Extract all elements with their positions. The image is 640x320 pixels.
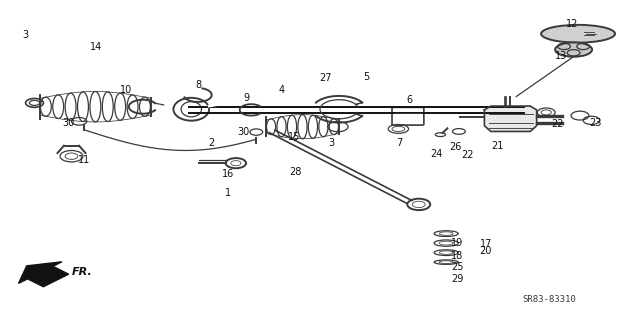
Text: 16: 16 <box>221 169 234 179</box>
Text: 22: 22 <box>461 150 474 160</box>
Text: 19: 19 <box>451 238 463 248</box>
Text: 3: 3 <box>328 138 335 148</box>
Text: 23: 23 <box>589 117 602 128</box>
Text: 22: 22 <box>551 118 563 129</box>
Text: 15: 15 <box>289 132 301 142</box>
Text: 14: 14 <box>90 42 102 52</box>
Text: 8: 8 <box>196 79 202 90</box>
Polygon shape <box>484 106 537 132</box>
Text: FR.: FR. <box>72 267 92 277</box>
Text: 11: 11 <box>78 155 90 165</box>
Text: 17: 17 <box>479 239 492 249</box>
Text: 1: 1 <box>225 188 230 198</box>
Text: 18: 18 <box>451 251 463 261</box>
Ellipse shape <box>541 25 615 43</box>
Text: 4: 4 <box>278 85 285 95</box>
Text: 10: 10 <box>120 85 132 95</box>
Text: 5: 5 <box>363 72 369 82</box>
Text: 20: 20 <box>479 246 492 256</box>
Text: 26: 26 <box>449 142 461 152</box>
Text: SR83-83310: SR83-83310 <box>523 295 577 304</box>
Text: 3: 3 <box>22 30 29 40</box>
Text: 28: 28 <box>289 167 302 177</box>
Text: 30: 30 <box>62 117 74 128</box>
Text: 6: 6 <box>406 95 412 105</box>
Text: 12: 12 <box>566 19 578 29</box>
Text: 9: 9 <box>244 93 250 103</box>
Text: 25: 25 <box>451 262 463 272</box>
Text: 2: 2 <box>209 138 215 148</box>
Text: 27: 27 <box>319 73 332 83</box>
Polygon shape <box>19 262 68 287</box>
Text: 7: 7 <box>397 138 403 148</box>
Text: 29: 29 <box>451 274 463 284</box>
Text: 13: 13 <box>555 51 567 61</box>
Text: 24: 24 <box>430 149 442 159</box>
Text: 21: 21 <box>491 141 503 151</box>
Text: 30: 30 <box>237 127 250 137</box>
Ellipse shape <box>555 43 592 57</box>
